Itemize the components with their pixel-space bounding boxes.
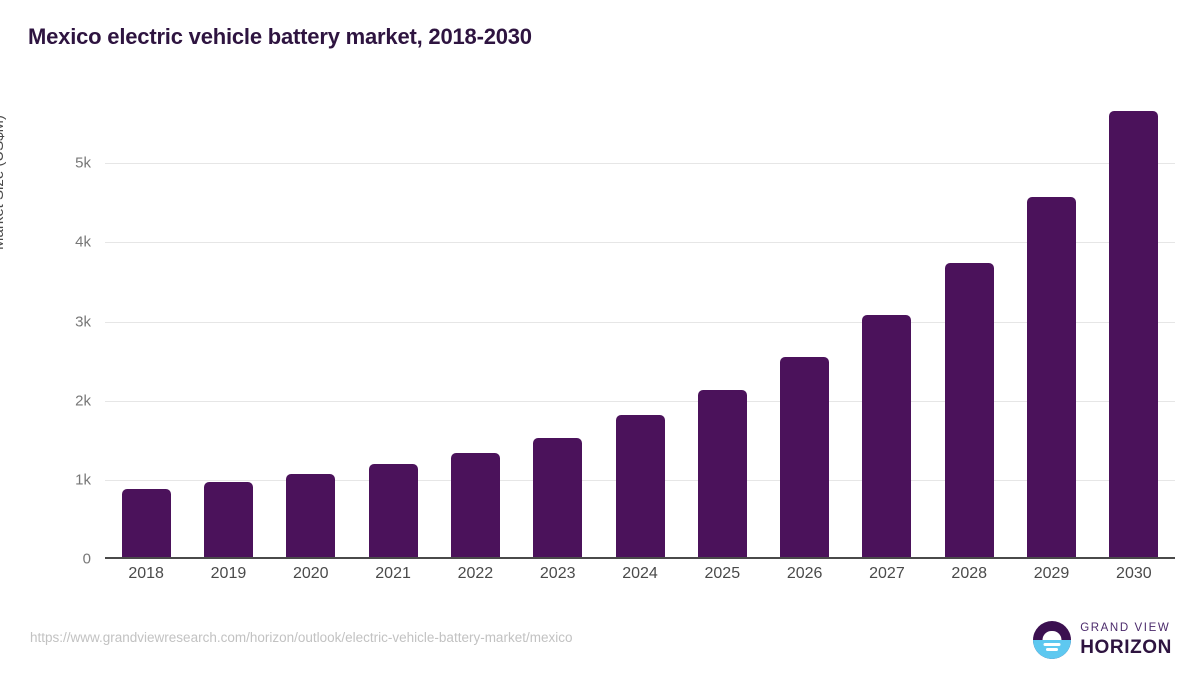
bar-2026[interactable] — [780, 357, 830, 559]
source-url[interactable]: https://www.grandviewresearch.com/horizo… — [30, 630, 573, 645]
x-tick-label-2020: 2020 — [292, 565, 329, 582]
bar-2021[interactable] — [368, 464, 418, 559]
horizon-sunrise-icon — [1033, 621, 1072, 659]
y-tick-label: 2k — [75, 392, 91, 410]
x-tick-label-2023: 2023 — [539, 565, 576, 582]
x-tick-label-2022: 2022 — [457, 565, 494, 582]
bar-2023[interactable] — [533, 437, 583, 559]
bar-2024[interactable] — [615, 415, 665, 559]
gridline — [105, 321, 1175, 323]
bar-2030[interactable] — [1109, 111, 1159, 559]
x-tick-label-2025: 2025 — [704, 565, 741, 582]
gridline — [105, 400, 1175, 402]
gridline — [105, 242, 1175, 244]
x-tick-label-2018: 2018 — [128, 565, 164, 582]
logo-line-1: GRAND VIEW — [1080, 622, 1171, 635]
x-tick-label-2028: 2028 — [951, 565, 988, 582]
gridline — [105, 163, 1175, 165]
bar-2020[interactable] — [286, 474, 336, 559]
x-tick-label-2021: 2021 — [375, 565, 411, 582]
x-tick-label-2030: 2030 — [1116, 565, 1152, 582]
y-tick-label: 1k — [75, 471, 91, 489]
x-tick-label-2024: 2024 — [622, 565, 658, 582]
page-title: Mexico electric vehicle battery market, … — [28, 24, 532, 49]
y-tick-label: 0 — [82, 550, 91, 568]
x-tick-label-2026: 2026 — [786, 565, 823, 582]
bar-series — [105, 100, 1175, 559]
bar-2028[interactable] — [944, 263, 994, 559]
x-tick-label-2029: 2029 — [1033, 565, 1070, 582]
x-axis-line — [105, 557, 1175, 559]
logo-wordmark: GRAND VIEW HORIZON — [1080, 623, 1172, 657]
bar-2025[interactable] — [697, 389, 747, 559]
y-tick-label: 5k — [75, 154, 91, 172]
logo-sun-dome — [1042, 630, 1062, 640]
bar-2027[interactable] — [862, 315, 912, 559]
y-tick-label: 3k — [75, 313, 91, 331]
y-tick-label: 4k — [75, 233, 91, 251]
logo-ray-upper — [1043, 643, 1061, 646]
bar-2029[interactable] — [1027, 197, 1077, 559]
grand-view-horizon-logo: GRAND VIEW HORIZON — [1033, 618, 1172, 662]
logo-ray-lower — [1046, 648, 1059, 651]
bar-2018[interactable] — [121, 488, 171, 559]
y-axis-title: Market Size (US$M) — [0, 114, 7, 250]
x-tick-label-2027: 2027 — [869, 565, 905, 582]
x-tick-label-2019: 2019 — [210, 565, 247, 582]
bar-2022[interactable] — [450, 453, 500, 559]
x-axis-ticks: 2018 2019 2020 2021 2022 2023 2024 2025 2026 2027… — [105, 565, 1175, 595]
bar-2019[interactable] — [203, 482, 253, 559]
logo-line-2: HORIZON — [1080, 636, 1172, 658]
plot-area — [105, 100, 1175, 559]
